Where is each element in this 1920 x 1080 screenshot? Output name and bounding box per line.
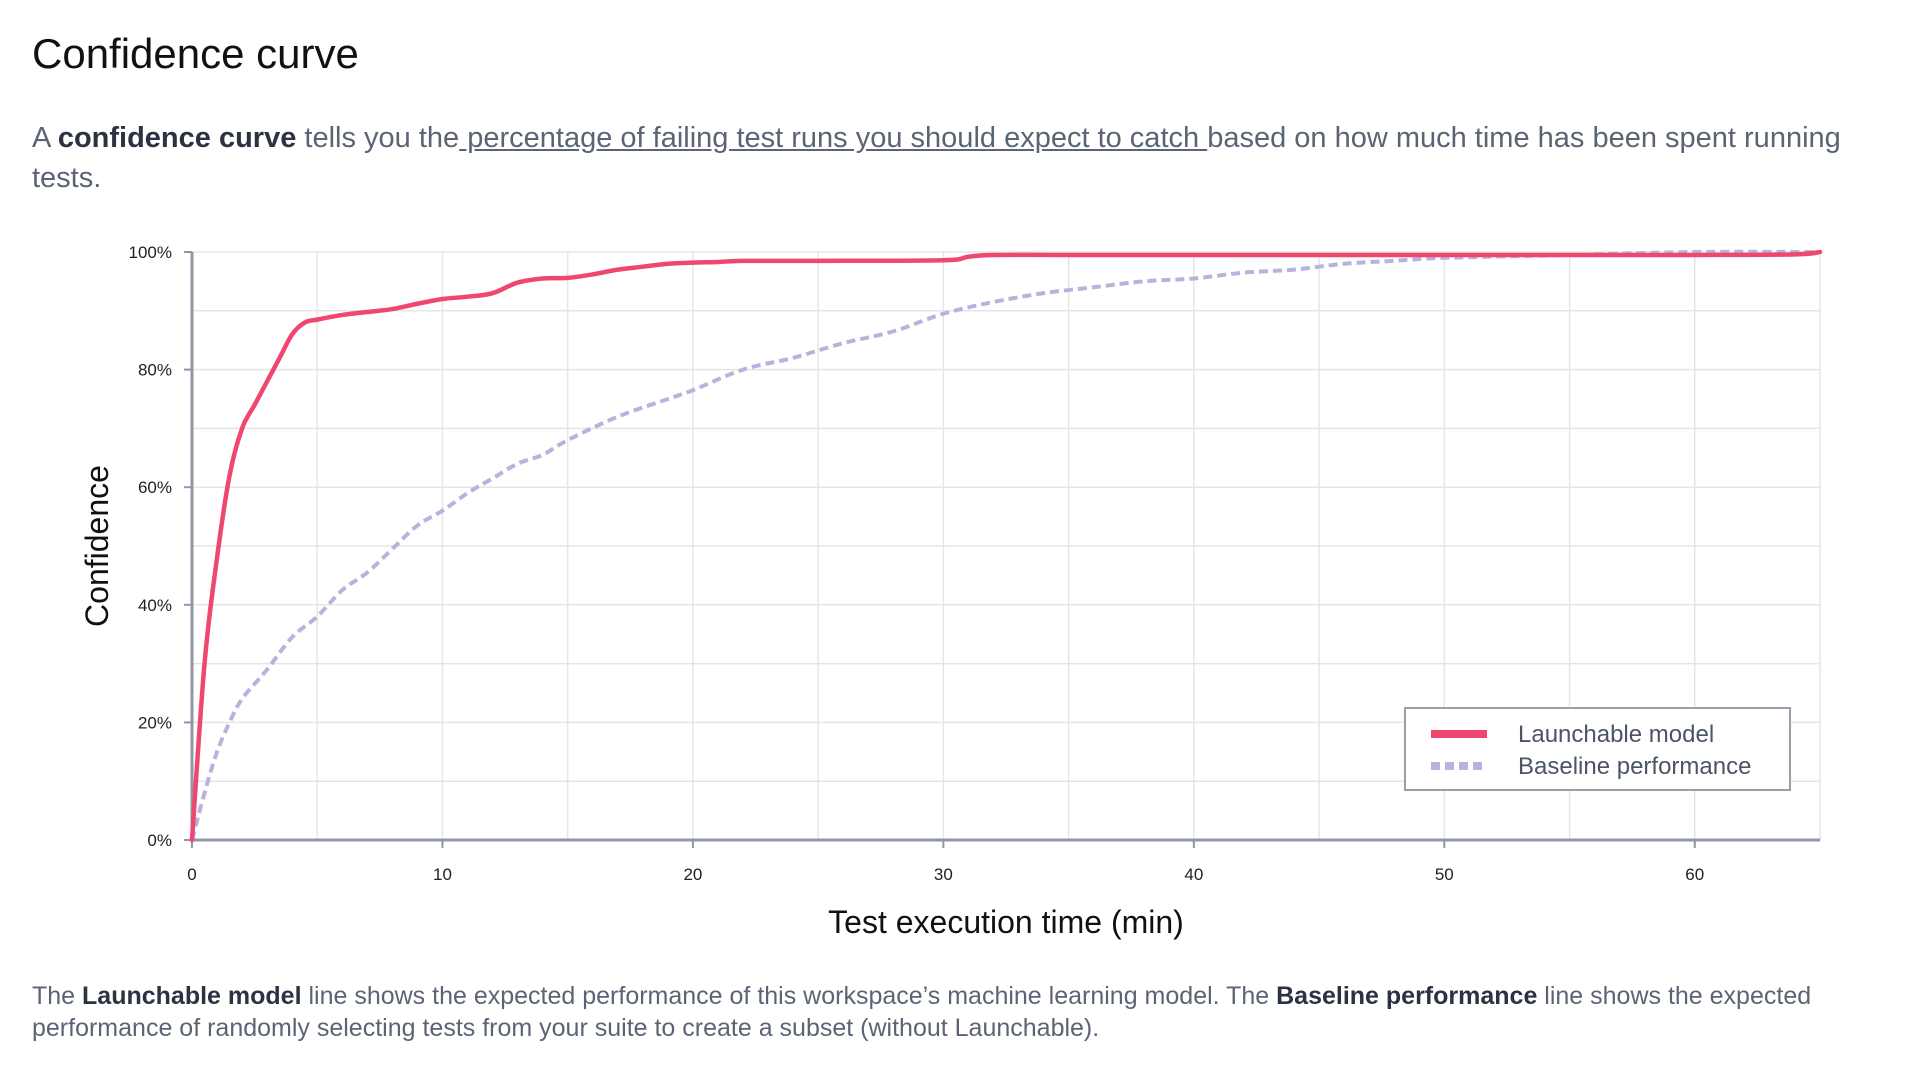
x-tick-label: 20 [683,865,702,884]
intro-bold-term: confidence curve [57,122,297,154]
y-tick-label: 80% [138,361,172,380]
legend-box [1404,707,1791,791]
confidence-chart: 0% 20% 40% 60% 80% 100% 0 10 20 30 40 50 60 Test exec… [79,243,1823,940]
y-tick-label: 40% [138,596,172,615]
page-title: Confidence curve [32,30,359,77]
x-tick-label: 0 [187,865,196,884]
x-tick-label: 60 [1685,865,1704,884]
footer-bold-launchable: Launchable model [82,982,302,1010]
footer-text-part: The [32,982,83,1010]
x-tick-label: 10 [433,865,452,884]
x-tick-label: 50 [1435,865,1454,884]
baseline-performance-line [190,249,1821,841]
footer-text: The Launchable model line shows the expe… [32,980,1892,1044]
y-tick-label: 100% [129,243,172,262]
intro-text: A confidence curve tells you the percent… [32,118,1852,198]
y-tick-label: 20% [138,713,172,732]
intro-text-part: based on how much time has been spent ru… [32,122,1841,194]
intro-text-part: tells you the [296,122,460,154]
y-tick-label: 0% [147,831,172,850]
footer-text-part: line shows the expected performance of t… [301,982,1277,1010]
x-tick-label: 30 [934,865,953,884]
footer-bold-baseline: Baseline performance [1276,982,1538,1010]
launchable-model-line [189,249,1823,843]
confidence-explainer-link[interactable]: percentage of failing test runs you shou… [459,122,1208,154]
chart-container: 0% 20% 40% 60% 80% 100% 0 10 20 30 40 50 60 Test exec… [0,230,1920,960]
footer-text-part: line shows the expected performance of r… [32,982,1812,1042]
legend-label-baseline: Baseline performance [1518,753,1751,780]
legend-label-launchable: Launchable model [1518,721,1714,748]
intro-text-part: A [32,122,58,154]
y-tick-label: 60% [138,478,172,497]
x-axis-title: Test execution time (min) [828,904,1184,940]
y-axis-title: Confidence [79,465,115,627]
x-tick-label: 40 [1184,865,1203,884]
